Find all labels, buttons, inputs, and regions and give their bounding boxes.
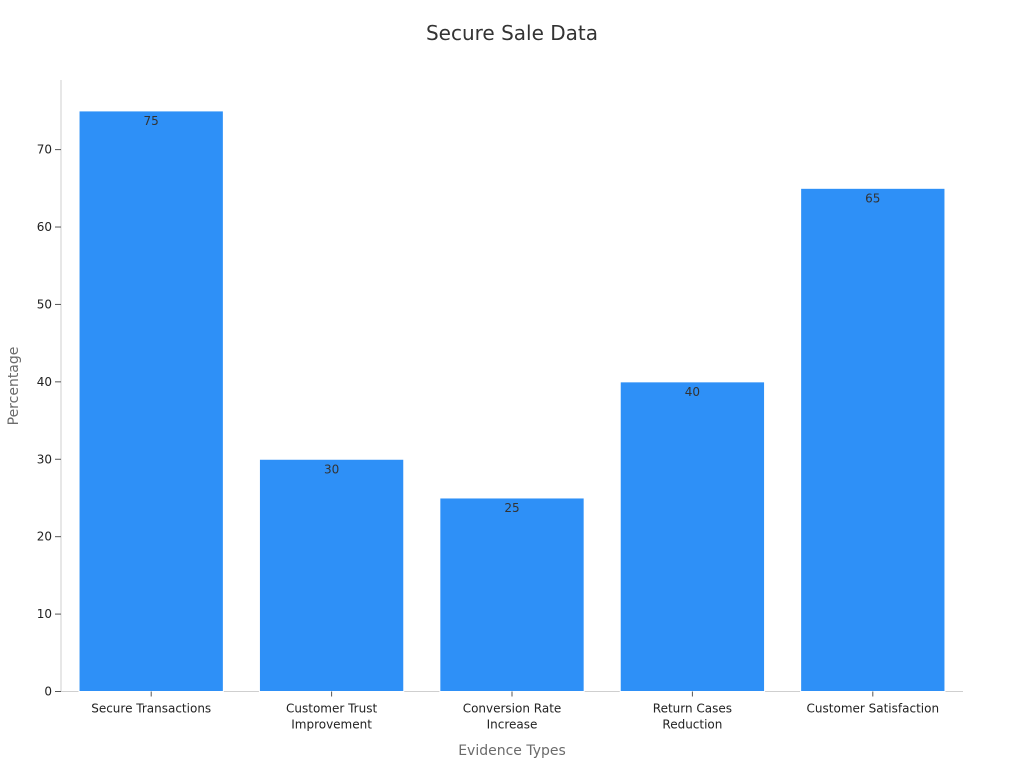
y-tick-label: 60: [37, 220, 52, 234]
bar: [78, 110, 224, 692]
x-tick-label: Secure Transactions: [91, 702, 211, 716]
y-tick-label: 20: [37, 530, 52, 544]
chart-title: Secure Sale Data: [426, 21, 598, 45]
x-tick-label: Customer Trust Improvement: [286, 702, 377, 732]
y-tick-label: 70: [37, 143, 52, 157]
bar: [619, 381, 766, 692]
bar: [439, 497, 585, 692]
x-tick-label: Customer Satisfaction: [807, 702, 940, 716]
y-tick-label: 10: [37, 607, 52, 621]
bar-value-label: 75: [144, 114, 159, 128]
bar-value-label: 30: [324, 462, 339, 476]
bar-value-label: 25: [504, 501, 519, 515]
plot-area: 0 10 20 30 40 50 60 70 75 Secure Transactions 30 Cu…: [37, 80, 963, 732]
y-axis-title: Percentage: [6, 347, 22, 426]
y-tick-label: 50: [37, 297, 52, 311]
x-tick-label: Conversion Rate Increase: [463, 702, 562, 732]
y-tick-label: 40: [37, 375, 52, 389]
bar-value-label: 40: [685, 385, 700, 399]
x-axis-title: Evidence Types: [458, 743, 566, 759]
x-tick-label: Return Cases Reduction: [653, 702, 732, 732]
bar: [800, 187, 946, 692]
bar: [258, 458, 405, 693]
y-tick-label: 0: [44, 685, 52, 699]
y-tick-label: 30: [37, 452, 52, 466]
bar-value-label: 65: [865, 191, 880, 205]
